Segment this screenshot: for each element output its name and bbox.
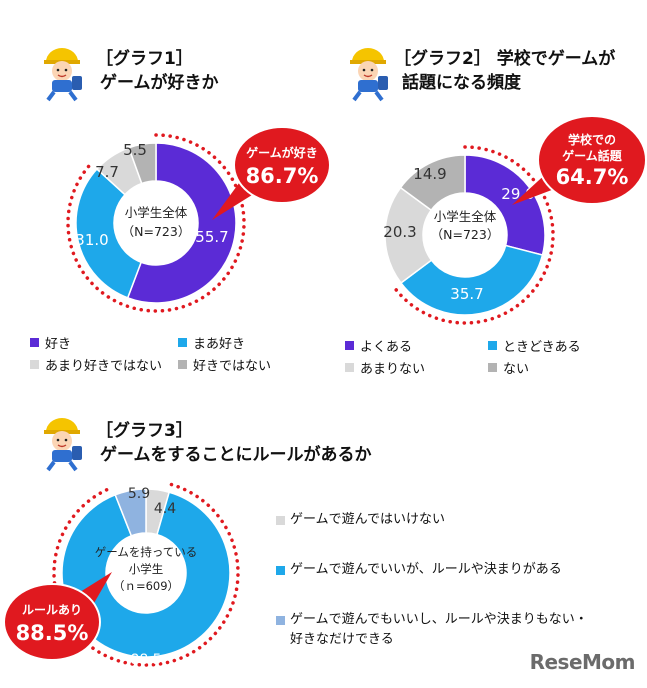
legend-swatch: [488, 341, 497, 350]
chart3-title-line1: ［グラフ3］: [96, 421, 193, 441]
callout-label: ルールあり: [22, 603, 82, 617]
center-label-line: （N=723）: [122, 224, 191, 239]
chart3-legend-item-1: ゲームで遊んではいけない: [276, 510, 445, 530]
data-label: 4.4: [154, 501, 176, 517]
chart2-legend-item-4: ない: [488, 358, 529, 377]
data-label: 88.5: [130, 652, 161, 668]
chart3-legend-item-3: ゲームで遊んでもいいし、ルールや決まりもない・ 好きなだけできる: [276, 610, 588, 650]
data-label: 5.9: [128, 486, 150, 502]
callout-bubble: ルールあり 88.5%: [3, 572, 112, 661]
legend-swatch: [345, 341, 354, 350]
center-label-line: 小学生全体: [434, 209, 497, 224]
callout-percent: 88.5%: [16, 621, 89, 645]
chart1-donut: 小学生全体 （N=723） 55.7 31.0 7.75.5 ゲームが好き 86.7%: [66, 126, 330, 313]
chart2-donut: 小学生全体（N=723）29.035.720.314.9学校でのゲーム話題64.…: [383, 115, 647, 325]
legend-swatch: [178, 338, 187, 347]
callout-bubble: ゲームが好き 86.7%: [212, 126, 330, 220]
chart3-title-line2: ゲームをすることにルールがあるか: [100, 445, 372, 465]
donut-slice-1: [126, 142, 237, 304]
chart2-title-line2: 話題になる頻度: [402, 73, 521, 93]
donut-slice-2: [75, 167, 143, 299]
data-label: 55.7: [195, 228, 228, 246]
highlight-dotted-arc: [66, 133, 246, 313]
data-label: 31.0: [75, 231, 108, 249]
callout-label: 学校での: [568, 132, 616, 147]
donut-slice-1: [464, 154, 546, 256]
child-illustration-2: [350, 48, 388, 102]
center-label-line: （N=723）: [431, 227, 500, 242]
child-illustration-1: [44, 48, 82, 102]
chart3-legend-item-3-line2: 好きなだけできる: [290, 632, 394, 647]
chart2-legend-item-2: ときどきある: [488, 336, 581, 355]
highlight-dotted-arc: [392, 145, 555, 325]
donut-slice-2: [399, 244, 544, 316]
center-label-line: （ｎ=609）: [113, 579, 179, 593]
resemom-logo: ReseMom: [529, 650, 636, 674]
chart2-title-line1: ［グラフ2］ 学校でゲームが: [394, 49, 616, 69]
callout-label: ゲーム話題: [562, 148, 623, 163]
center-label-line: ゲームを持っている: [95, 545, 198, 559]
chart3-legend-item-3-line1: ゲームで遊んでもいいし、ルールや決まりもない・: [290, 612, 588, 627]
legend-swatch: [345, 363, 354, 372]
chart1-legend-item-1: 好き: [30, 333, 71, 352]
legend-swatch: [276, 566, 285, 575]
callout-label: ゲームが好き: [246, 145, 318, 160]
donut-slice-4: [127, 142, 157, 185]
chart2-legend-item-1: よくある: [345, 336, 412, 355]
legend-swatch: [30, 338, 39, 347]
chart1-legend-item-2: まあ好き: [178, 333, 245, 352]
callout-percent: 64.7%: [556, 165, 629, 189]
chart2-legend-item-3: あまりない: [345, 358, 425, 377]
center-label-line: 小学生全体: [125, 205, 188, 220]
callout-percent: 86.7%: [246, 164, 319, 188]
data-label: 7.7: [95, 163, 119, 181]
data-label: 5.5: [123, 141, 147, 159]
donut-slice-4: [399, 154, 466, 212]
legend-swatch: [276, 616, 285, 625]
legend-swatch: [178, 360, 187, 369]
data-label: 20.3: [383, 223, 416, 241]
chart3-legend-item-2: ゲームで遊んでいいが、ルールや決まりがある: [276, 560, 562, 580]
data-label: 35.7: [450, 285, 483, 303]
chart1-legend-item-3: あまり好きではない: [30, 355, 162, 374]
child-illustration-3: [44, 418, 82, 472]
legend-swatch: [276, 516, 285, 525]
legend-swatch: [30, 360, 39, 369]
donut-slice-3: [114, 488, 147, 537]
chart1-legend-item-4: 好きではない: [178, 355, 271, 374]
chart1-title-line1: ［グラフ1］: [96, 49, 193, 69]
legend-swatch: [488, 363, 497, 372]
data-label: 14.9: [413, 165, 446, 183]
donut-slice-2: [61, 491, 231, 658]
center-label-line: 小学生: [129, 562, 164, 576]
chart1-title-line2: ゲームが好きか: [100, 73, 219, 93]
